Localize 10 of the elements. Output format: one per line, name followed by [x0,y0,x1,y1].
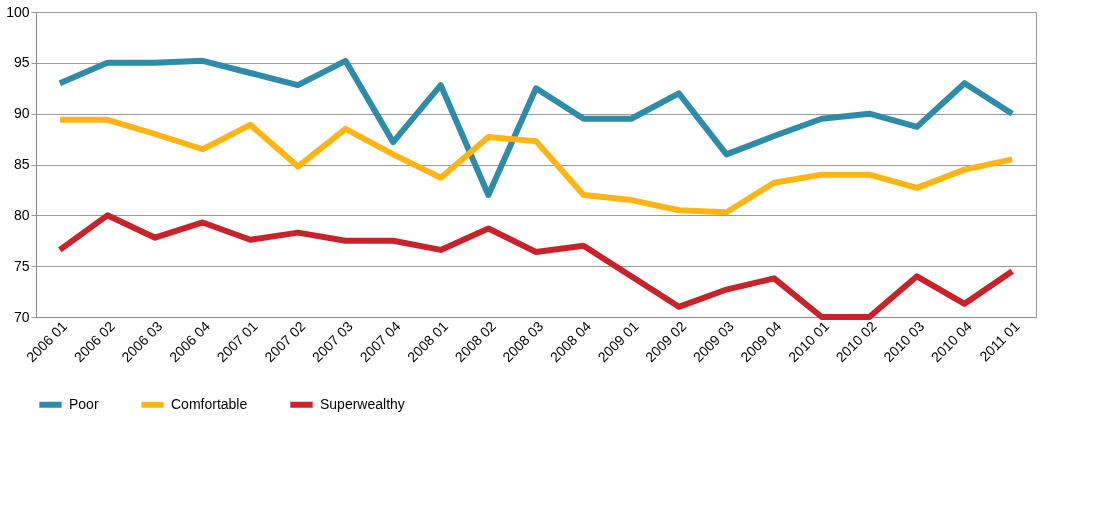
y-tick-label: 80 [13,206,30,223]
y-tick-label: 90 [13,105,30,122]
y-tick-label: 70 [13,308,30,325]
y-tick-label: 85 [13,156,30,172]
legend-label: Superwealthy [320,395,405,412]
y-tick-label: 95 [13,54,30,71]
y-tick-label: 75 [13,257,30,274]
y-tick-label: 100 [6,3,30,20]
legend-label: Poor [69,395,99,412]
legend-label: Comfortable [171,395,248,412]
